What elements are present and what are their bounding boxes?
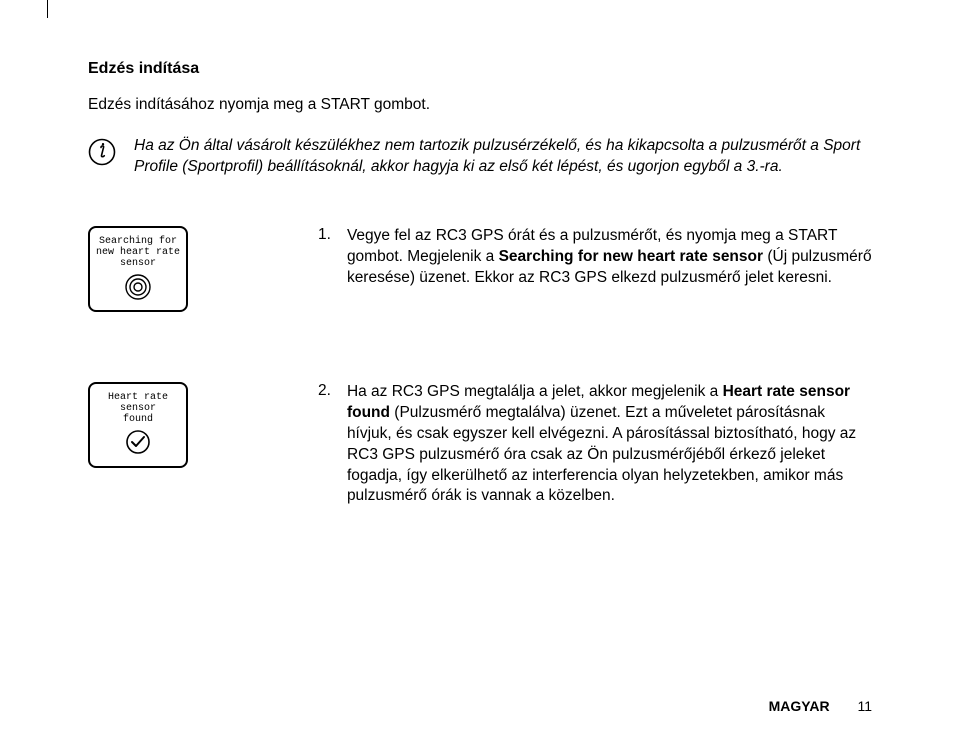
- info-text: Ha az Ön által vásárolt készülékhez nem …: [134, 136, 872, 178]
- footer-page-number: 11: [857, 698, 872, 714]
- header-rule: [47, 0, 48, 18]
- step-1-text: 1. Vegye fel az RC3 GPS órát és a pulzus…: [318, 226, 872, 289]
- target-icon: [124, 273, 152, 301]
- device-text: found: [108, 414, 168, 425]
- footer-language: MAGYAR: [769, 698, 830, 714]
- device-screen-found: Heart rate sensor found: [88, 382, 188, 468]
- step-body: Ha az RC3 GPS megtalálja a jelet, akkor …: [347, 382, 872, 508]
- device-text: Heart rate: [108, 392, 168, 403]
- step-1: Searching for new heart rate sensor 1. V…: [88, 226, 872, 312]
- device-screen-line: Searching for new heart rate sensor: [96, 236, 180, 269]
- lcd-text: Searching for new heart rate sensor: [499, 248, 763, 265]
- step-2-text: 2. Ha az RC3 GPS megtalálja a jelet, akk…: [318, 382, 872, 508]
- step-text-segment: (Pulzusmérő megtalálva) üzenet. Ezt a mű…: [347, 404, 856, 505]
- page-footer: MAGYAR 11: [769, 698, 872, 714]
- intro-text: Edzés indításához nyomja meg a START gom…: [88, 96, 872, 114]
- step-number: 1.: [318, 226, 331, 244]
- device-text: sensor: [108, 403, 168, 414]
- info-icon: [88, 138, 116, 166]
- page-content: Edzés indítása Edzés indításához nyomja …: [88, 60, 872, 577]
- section-heading: Edzés indítása: [88, 60, 872, 78]
- step-number: 2.: [318, 382, 331, 400]
- check-circle-icon: [125, 429, 151, 455]
- step-body: Vegye fel az RC3 GPS órát és a pulzusmér…: [347, 226, 872, 289]
- device-text: Searching for: [96, 236, 180, 247]
- device-screen-line: Heart rate sensor found: [108, 392, 168, 425]
- step-2: Heart rate sensor found 2. Ha az RC3 GPS…: [88, 382, 872, 508]
- device-screen-searching: Searching for new heart rate sensor: [88, 226, 188, 312]
- device-text: sensor: [96, 258, 180, 269]
- step-text-segment: Ha az RC3 GPS megtalálja a jelet, akkor …: [347, 383, 723, 400]
- info-callout: Ha az Ön által vásárolt készülékhez nem …: [88, 136, 872, 178]
- device-text: new heart rate: [96, 247, 180, 258]
